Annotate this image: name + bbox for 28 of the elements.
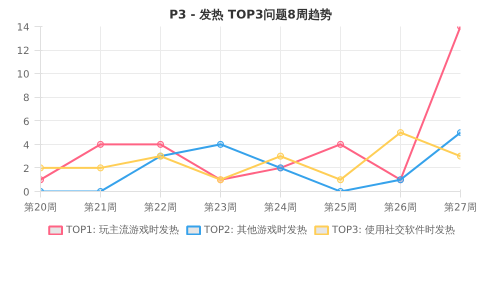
point — [277, 152, 284, 160]
point — [97, 164, 104, 172]
legend-label: TOP2: 其他游戏时发热 — [204, 224, 307, 237]
legend-label: TOP1: 玩主流游戏时发热 — [66, 224, 180, 237]
point — [397, 129, 404, 136]
point — [157, 140, 164, 148]
y-tick-label: 4 — [23, 140, 30, 152]
x-tick-label: 第20周 — [24, 202, 57, 214]
x-tick-label: 第23周 — [204, 202, 237, 214]
y-tick-label: 2 — [23, 164, 30, 175]
x-tick-label: 第26周 — [384, 202, 417, 214]
point — [337, 176, 344, 184]
y-tick-label: 8 — [23, 93, 30, 104]
legend-label: TOP3: 使用社交软件时发热 — [332, 224, 455, 237]
point — [337, 140, 344, 148]
x-tick-label: 第24周 — [264, 202, 297, 214]
x-tick-label: 第25周 — [324, 202, 357, 214]
x-tick-label: 第21周 — [84, 202, 117, 214]
y-tick-label: 12 — [16, 46, 30, 58]
x-tick-label: 第22周 — [144, 202, 177, 214]
point — [217, 140, 224, 148]
point — [97, 140, 104, 148]
chart-title: P3 - 发热 TOP3问题8周趋势 — [169, 8, 332, 22]
y-tick-label: 10 — [16, 70, 30, 81]
y-tick-label: 14 — [16, 22, 30, 34]
y-tick-label: 6 — [23, 116, 30, 128]
y-tick-label: 0 — [23, 188, 30, 198]
x-tick-label: 第27周 — [444, 202, 477, 214]
